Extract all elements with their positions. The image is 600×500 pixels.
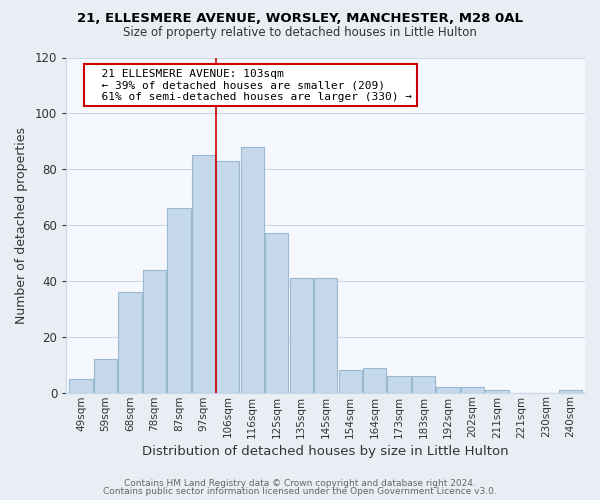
Bar <box>485 390 509 392</box>
Text: Contains public sector information licensed under the Open Government Licence v3: Contains public sector information licen… <box>103 487 497 496</box>
Bar <box>192 156 215 392</box>
Bar <box>265 234 289 392</box>
Bar <box>559 390 582 392</box>
Bar <box>461 387 484 392</box>
Bar <box>388 376 410 392</box>
Bar <box>241 147 264 392</box>
Bar <box>143 270 166 392</box>
Bar <box>412 376 435 392</box>
Y-axis label: Number of detached properties: Number of detached properties <box>15 126 28 324</box>
Bar <box>94 359 117 392</box>
Bar <box>363 368 386 392</box>
Bar <box>314 278 337 392</box>
Text: Size of property relative to detached houses in Little Hulton: Size of property relative to detached ho… <box>123 26 477 39</box>
Text: 21 ELLESMERE AVENUE: 103sqm
  ← 39% of detached houses are smaller (209)
  61% o: 21 ELLESMERE AVENUE: 103sqm ← 39% of det… <box>88 68 412 102</box>
Text: 21, ELLESMERE AVENUE, WORSLEY, MANCHESTER, M28 0AL: 21, ELLESMERE AVENUE, WORSLEY, MANCHESTE… <box>77 12 523 26</box>
Bar <box>436 387 460 392</box>
Bar <box>216 161 239 392</box>
Bar <box>118 292 142 392</box>
Bar <box>70 378 92 392</box>
Text: Contains HM Land Registry data © Crown copyright and database right 2024.: Contains HM Land Registry data © Crown c… <box>124 478 476 488</box>
X-axis label: Distribution of detached houses by size in Little Hulton: Distribution of detached houses by size … <box>142 444 509 458</box>
Bar <box>167 208 191 392</box>
Bar <box>290 278 313 392</box>
Bar <box>338 370 362 392</box>
